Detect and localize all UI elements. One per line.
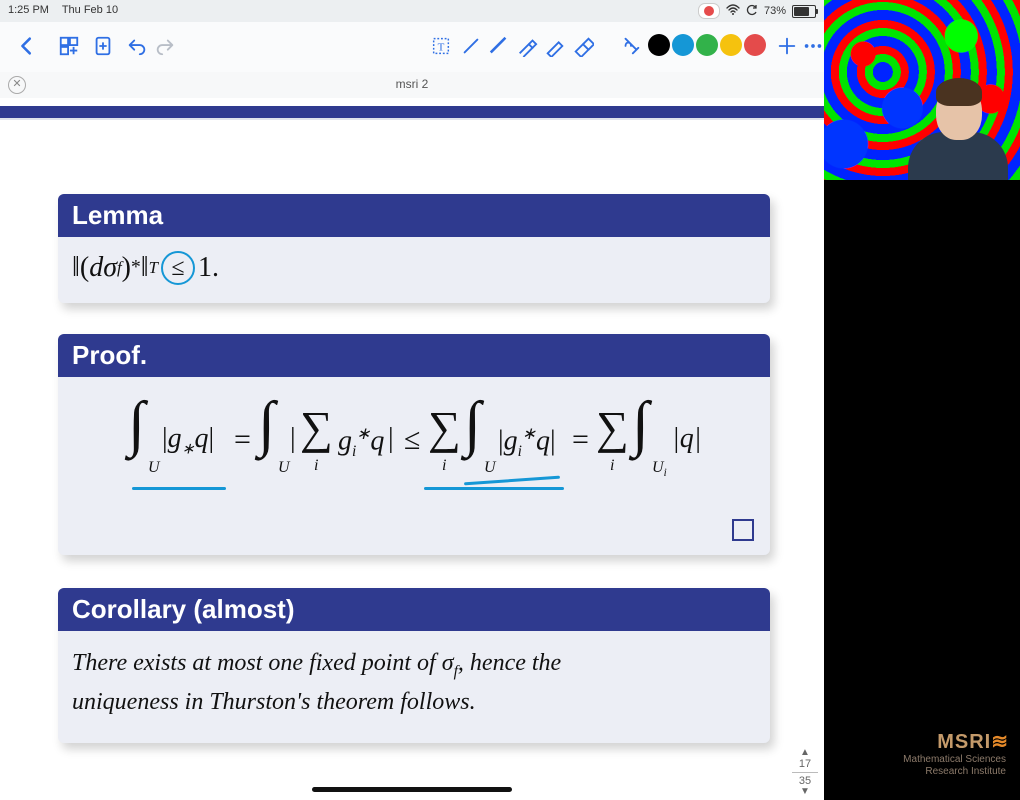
color-swatch-yellow[interactable] xyxy=(720,34,742,56)
lemma-formula: ‖( d σ f ) * ‖ T ≤ 1. xyxy=(72,251,756,285)
page-header-strip xyxy=(0,106,824,120)
lemma-box: Lemma ‖( d σ f ) * ‖ T ≤ 1. xyxy=(58,194,770,303)
page-down-icon[interactable]: ▼ xyxy=(790,787,820,797)
eraser-button[interactable] xyxy=(568,31,598,61)
sync-icon xyxy=(746,4,758,19)
presenter xyxy=(902,70,1012,180)
proof-body: ∫ U |g∗q| = ∫ U | ∑ i gi∗q | xyxy=(58,377,770,555)
color-swatch-black[interactable] xyxy=(648,34,670,56)
pencil-button[interactable] xyxy=(540,31,570,61)
corollary-box: Corollary (almost) There exists at most … xyxy=(58,588,770,743)
doc-title-bar: ✕ msri 2 xyxy=(0,72,824,99)
lemma-body: ‖( d σ f ) * ‖ T ≤ 1. xyxy=(58,237,770,303)
add-page-button[interactable] xyxy=(88,31,118,61)
lemma-title: Lemma xyxy=(58,194,770,237)
recording-icon xyxy=(698,3,720,19)
ipad-app: 1:25 PM Thu Feb 10 73% xyxy=(0,0,824,800)
wifi-icon xyxy=(726,4,740,18)
webcam xyxy=(824,0,1020,180)
color-swatch-green[interactable] xyxy=(696,34,718,56)
status-time: 1:25 PM xyxy=(8,4,49,16)
proof-title: Proof. xyxy=(58,334,770,377)
lasso-button[interactable] xyxy=(616,31,646,61)
canvas[interactable]: Lemma ‖( d σ f ) * ‖ T ≤ 1. xyxy=(0,98,824,800)
color-swatch-red[interactable] xyxy=(744,34,766,56)
pen-thin-button[interactable] xyxy=(456,31,486,61)
toolbar: T xyxy=(0,22,824,73)
doc-title: msri 2 xyxy=(0,77,824,91)
corollary-title: Corollary (almost) xyxy=(58,588,770,631)
color-swatch-blue[interactable] xyxy=(672,34,694,56)
msri-logo: MSRI≋ Mathematical Sciences Research Ins… xyxy=(903,730,1006,778)
page-nav[interactable]: ▲ 17 35 ▼ xyxy=(790,748,820,797)
proof-annotation-2 xyxy=(424,487,564,490)
redo-button[interactable] xyxy=(150,31,180,61)
text-tool-button[interactable]: T xyxy=(426,31,456,61)
proof-annotation-1 xyxy=(132,487,226,490)
battery-pct: 73% xyxy=(764,5,786,17)
battery-icon xyxy=(792,5,816,18)
corollary-body: There exists at most one fixed point of … xyxy=(58,631,770,743)
page-current: 17 xyxy=(790,758,820,770)
proof-box: Proof. ∫ U |g∗q| = ∫ U | ∑ i xyxy=(58,334,770,555)
logo-wave-icon: ≋ xyxy=(991,731,1006,753)
lemma-annotation-circle: ≤ xyxy=(161,251,195,285)
undo-button[interactable] xyxy=(122,31,152,61)
status-date: Thu Feb 10 xyxy=(62,4,118,16)
svg-text:T: T xyxy=(438,42,445,54)
qed-icon xyxy=(732,519,754,541)
highlighter-button[interactable] xyxy=(512,31,542,61)
pen-button[interactable] xyxy=(484,31,514,61)
proof-annotation-3 xyxy=(464,476,560,486)
right-panel: MSRI≋ Mathematical Sciences Research Ins… xyxy=(824,0,1020,800)
status-bar: 1:25 PM Thu Feb 10 73% xyxy=(0,0,824,22)
page-up-icon[interactable]: ▲ xyxy=(790,748,820,758)
proof-formula: ∫ U |g∗q| = ∫ U | ∑ i gi∗q | xyxy=(128,395,708,495)
home-indicator[interactable] xyxy=(312,787,512,792)
layout-button[interactable] xyxy=(54,31,84,61)
back-button[interactable] xyxy=(12,31,42,61)
